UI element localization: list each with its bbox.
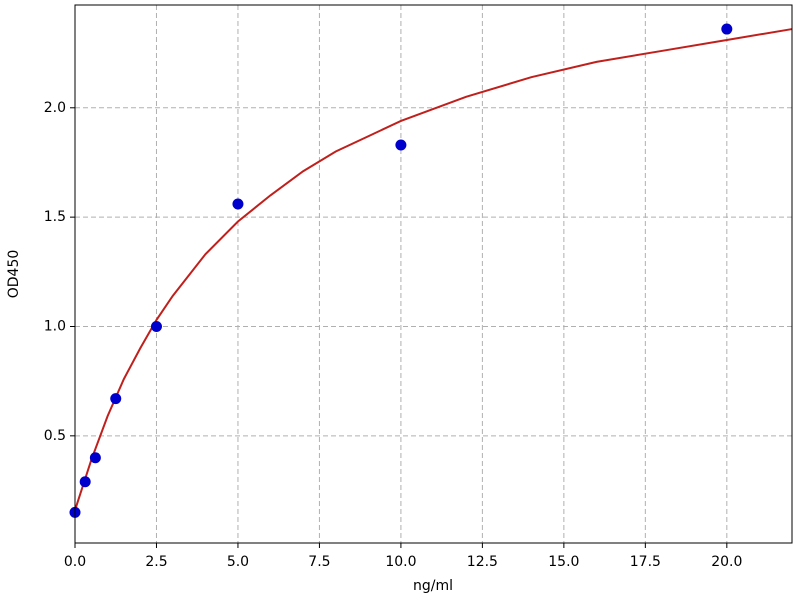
y-tick-label: 2.0 [44, 100, 66, 116]
y-axis-label: OD450 [6, 250, 22, 299]
plot-frame [74, 4, 793, 544]
x-axis-label: ng/ml [413, 578, 453, 594]
x-tick-label: 17.5 [630, 554, 661, 570]
y-tick-label: 1.0 [44, 318, 66, 334]
x-tick-label: 20.0 [711, 554, 742, 570]
x-tick-label: 10.0 [385, 554, 416, 570]
x-tick-label: 7.5 [308, 554, 330, 570]
x-tick-label: 2.5 [145, 554, 167, 570]
x-tick-label: 15.0 [548, 554, 579, 570]
x-tick-label: 0.0 [64, 554, 86, 570]
data-point [150, 320, 162, 332]
x-tick-label: 12.5 [467, 554, 498, 570]
fit-curve [74, 28, 793, 511]
data-point [721, 23, 733, 35]
y-tick-label: 0.5 [44, 428, 66, 444]
plot-area [75, 5, 792, 543]
x-tick-label: 5.0 [227, 554, 249, 570]
data-point [79, 476, 91, 488]
data-point [89, 452, 101, 464]
data-point [110, 393, 122, 405]
data-point [395, 139, 407, 151]
data-point [232, 198, 244, 210]
y-tick-label: 1.5 [44, 209, 66, 225]
